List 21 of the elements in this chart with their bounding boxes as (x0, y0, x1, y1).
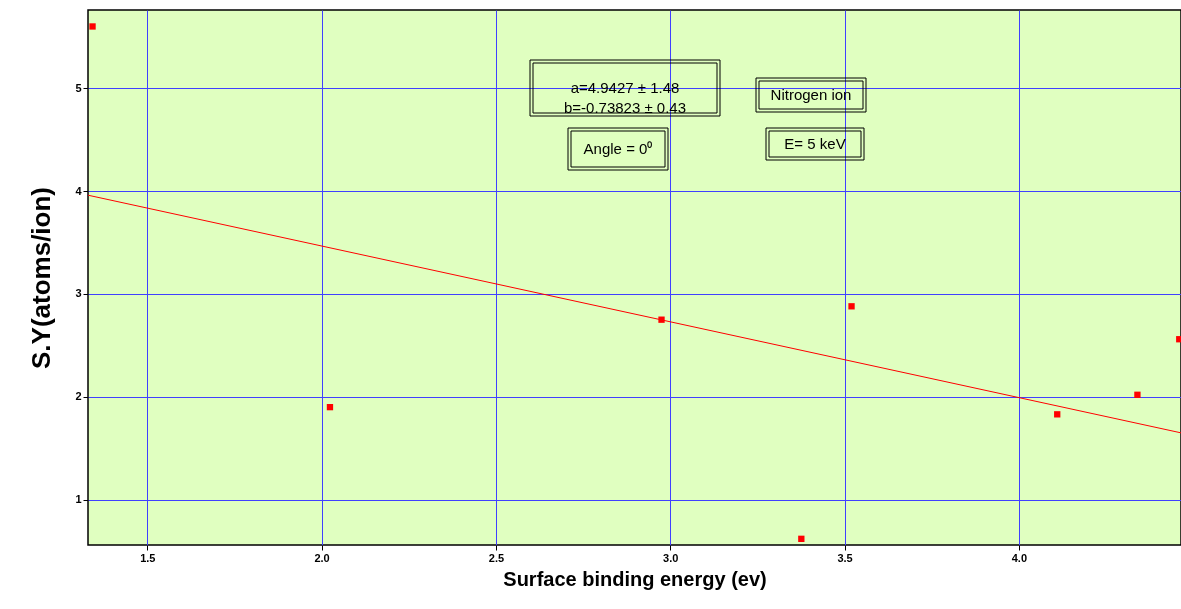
point (326, 403, 334, 411)
y-axis-title: S.Y(atoms/ion) (26, 186, 57, 370)
point (89, 23, 96, 30)
point (798, 535, 805, 542)
x-axis-title: Surface binding energy (ev) (503, 567, 767, 590)
point (1176, 336, 1181, 343)
y-tick-label: 2 (75, 390, 82, 403)
point (1134, 391, 1141, 398)
y-tick-label: 5 (75, 81, 82, 94)
x-tick-label: 3.5 (837, 551, 853, 564)
y-tick-label: 4 (75, 184, 83, 197)
x-tick-label: 2.0 (314, 551, 330, 564)
x-tick-label: 3.0 (663, 551, 679, 564)
annotation: Angle = 0⁰ (583, 140, 653, 157)
y-tick-label: 1 (75, 493, 82, 506)
x-tick-label: 4.0 (1011, 551, 1028, 564)
y-tick-label: 3 (75, 287, 82, 300)
x-tick-label: 1.5 (140, 551, 156, 564)
point (1054, 411, 1061, 418)
x-tick-label: 2.5 (488, 551, 505, 564)
point (848, 303, 855, 310)
